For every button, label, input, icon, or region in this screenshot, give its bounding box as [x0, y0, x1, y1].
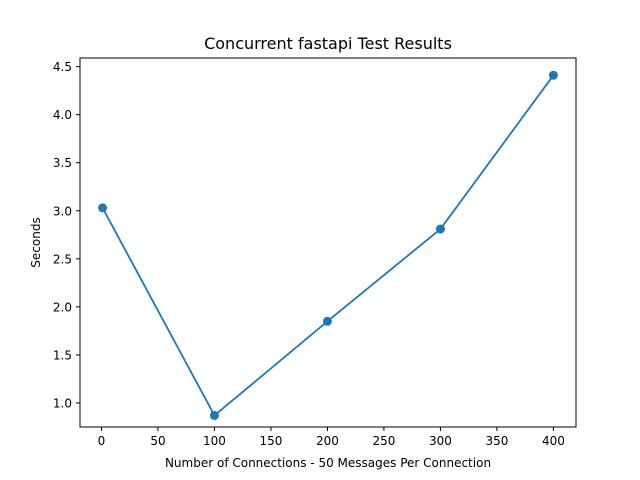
x-tick-label: 100	[203, 434, 226, 448]
y-tick-label: 4.0	[53, 108, 72, 122]
series-layer	[98, 70, 558, 420]
data-point	[548, 70, 558, 80]
y-tick-label: 1.0	[53, 396, 72, 410]
data-point	[98, 203, 108, 213]
x-tick-label: 400	[542, 434, 565, 448]
y-tick-label: 2.0	[53, 300, 72, 314]
data-point	[322, 316, 332, 326]
y-axis-label: Seconds	[29, 217, 43, 267]
data-point	[209, 410, 219, 420]
x-tick-label: 250	[372, 434, 395, 448]
y-axis-ticks: 1.0 1.5 2.0 2.5 3.0 3.5 4.0 4.5	[53, 60, 80, 410]
x-axis-label: Number of Connections - 50 Messages Per …	[165, 456, 491, 470]
y-tick-label: 3.0	[53, 204, 72, 218]
x-tick-label: 50	[150, 434, 165, 448]
axes-frame	[79, 57, 577, 428]
y-tick-label: 4.5	[53, 60, 72, 74]
data-point	[435, 224, 445, 234]
x-tick-label: 350	[485, 434, 508, 448]
x-tick-label: 300	[429, 434, 452, 448]
chart-title: Concurrent fastapi Test Results	[204, 34, 452, 53]
x-tick-label: 0	[98, 434, 106, 448]
y-tick-label: 3.5	[53, 156, 72, 170]
y-tick-label: 2.5	[53, 252, 72, 266]
x-tick-label: 200	[316, 434, 339, 448]
x-axis-ticks: 0 50 100 150 200 250 300 350 400	[98, 427, 565, 448]
x-tick-label: 150	[259, 434, 282, 448]
y-tick-label: 1.5	[53, 348, 72, 362]
